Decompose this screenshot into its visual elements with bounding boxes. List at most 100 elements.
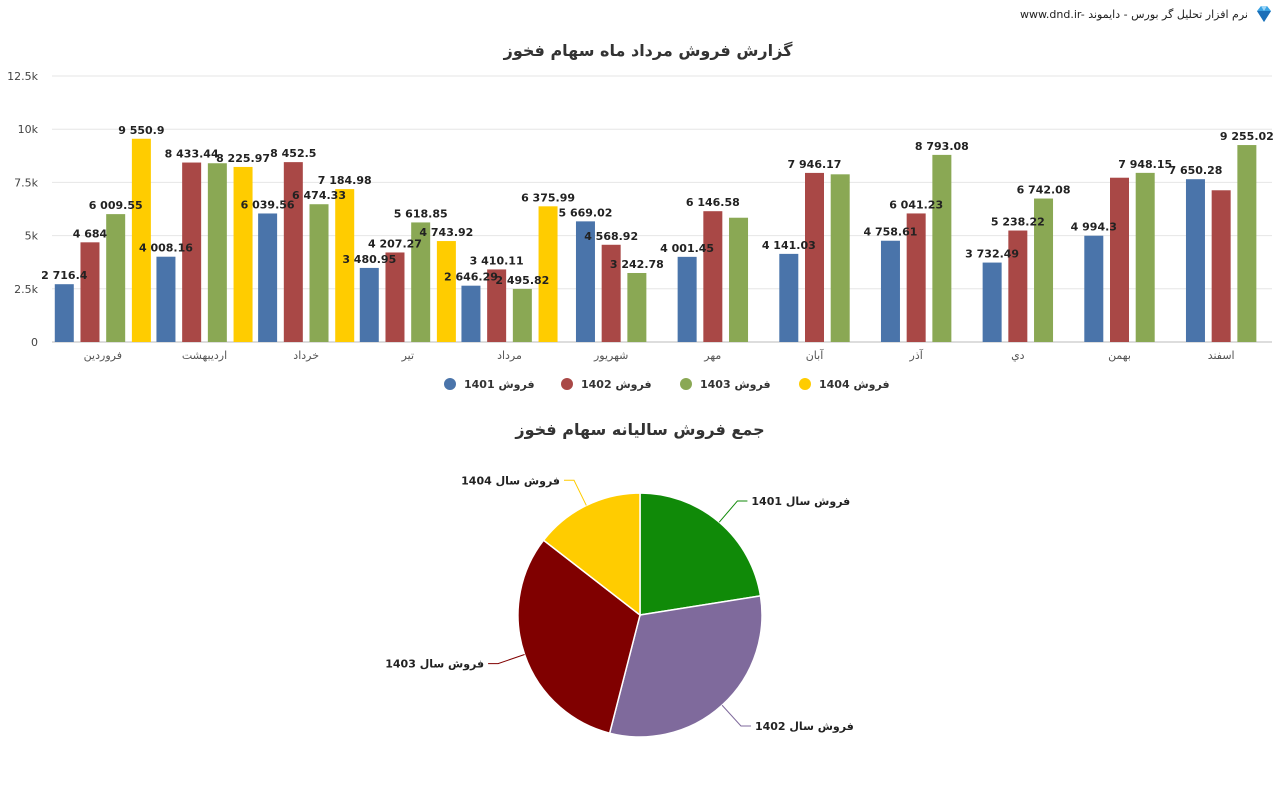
bar-data-label: 6 039.56	[241, 198, 295, 211]
bar-data-label: 6 041.23	[889, 198, 943, 211]
bar	[258, 213, 278, 342]
bar	[335, 189, 355, 342]
bar-data-label: 8 793.08	[915, 140, 969, 153]
bar	[627, 272, 647, 342]
pie-chart: جمع فروش سالیانه سهام فخوز فروش سال 1401…	[385, 420, 854, 738]
bar	[880, 240, 900, 342]
brand-header: www.dnd.ir- نرم افزار تحلیل گر بورس - دا…	[1020, 4, 1274, 24]
bar	[182, 162, 202, 342]
bar-data-label: 4 001.45	[660, 242, 714, 255]
legend-label: فروش 1401	[464, 378, 535, 391]
bar-data-label: 3 242.78	[610, 258, 664, 271]
bar-data-label: 6 742.08	[1017, 184, 1071, 197]
bar-data-label: 3 480.95	[342, 253, 396, 266]
legend-marker	[561, 378, 573, 390]
bar-data-label: 9 255.02	[1220, 130, 1274, 143]
bar-data-label: 4 758.61	[863, 226, 917, 239]
bar-data-label: 8 433.44	[165, 148, 219, 161]
bar	[54, 284, 74, 342]
bar-legend: فروش 1401 فروش 1402 فروش 1403 فروش 1404	[444, 378, 890, 391]
bar	[1034, 198, 1054, 342]
bar-chart: گزارش فروش مرداد ماه سهام فخوز 0 2.5k 5k 7.…	[7, 41, 1274, 391]
bar-data-label: 7 946.17	[788, 158, 842, 171]
pie-labels: فروش سال 1401 فروش سال 1402 فروش سال 1403 ف…	[385, 474, 854, 733]
bar	[106, 214, 126, 342]
bar-data-label: 2 646.29	[444, 271, 498, 284]
x-tick-label: مهر	[703, 349, 721, 362]
bar	[677, 256, 697, 342]
legend-marker	[799, 378, 811, 390]
legend-label: فروش 1403	[700, 378, 771, 391]
bar-data-label: 4 743.92	[419, 226, 473, 239]
x-tick-label: تیر	[401, 349, 414, 362]
bar-data-label: 5 238.22	[991, 216, 1045, 229]
bar-data-label: 3 732.49	[965, 248, 1019, 261]
bar-data-labels: 2 716.4 4 684 6 009.55 9 550.9 4 008.16 8 433…	[41, 124, 1274, 287]
y-tick-label: 0	[31, 336, 38, 349]
bar-data-label: 9 550.9	[118, 124, 164, 137]
bar	[805, 172, 824, 342]
bar-data-label: 5 669.02	[558, 206, 612, 219]
bar	[283, 162, 303, 342]
x-tick-label: اردیبهشت	[182, 349, 227, 362]
pie-slice	[639, 492, 762, 616]
x-tick-label: فروردین	[84, 349, 122, 362]
bar-y-axis: 0 2.5k 5k 7.5k 10k 12.5k	[7, 70, 38, 349]
bar-data-label: 8 225.97	[216, 152, 270, 165]
diamond-logo-icon	[1257, 6, 1271, 22]
bar	[1084, 235, 1104, 342]
bar	[461, 285, 481, 342]
pie-slices	[517, 492, 763, 738]
bar	[729, 217, 749, 342]
bar	[487, 269, 507, 342]
bar	[1185, 179, 1205, 342]
bar	[309, 204, 329, 342]
y-tick-label: 12.5k	[7, 70, 38, 83]
bar	[512, 288, 532, 342]
bar	[575, 221, 595, 342]
bar-data-label: 4 141.03	[762, 239, 816, 252]
x-tick-label: دي	[1011, 349, 1025, 362]
bar	[538, 206, 558, 342]
x-tick-label: خرداد	[293, 349, 319, 362]
legend-label: فروش 1404	[819, 378, 890, 391]
x-tick-label: شهریور	[593, 349, 628, 362]
bar	[779, 253, 799, 342]
x-tick-label: آبان	[806, 348, 824, 362]
bar-data-label: 6 474.33	[292, 189, 346, 202]
legend-label: فروش 1402	[581, 378, 652, 391]
bar	[932, 154, 952, 342]
bar-data-label: 7 948.15	[1118, 158, 1172, 171]
bar	[1135, 172, 1155, 342]
bar-data-label: 2 495.82	[495, 274, 549, 287]
bar-data-label: 5 618.85	[394, 207, 448, 220]
y-tick-label: 2.5k	[14, 283, 38, 296]
pie-leader-line	[721, 704, 751, 727]
y-tick-label: 5k	[25, 230, 39, 243]
x-tick-label: بهمن	[1108, 349, 1131, 362]
legend-marker	[680, 378, 692, 390]
bar	[411, 222, 431, 342]
x-tick-label: مرداد	[497, 349, 522, 362]
brand-text: www.dnd.ir- نرم افزار تحلیل گر بورس - دا…	[1019, 7, 1248, 21]
bar-data-label: 4 568.92	[584, 230, 638, 243]
pie-slice-label: فروش سال 1404	[461, 474, 560, 487]
bar-x-axis: فروردین اردیبهشت خرداد تیر مرداد شهریور مهر آبا…	[84, 348, 1235, 362]
bar	[80, 242, 100, 342]
bar-series-group	[54, 138, 1257, 342]
pie-slice-label: فروش سال 1402	[755, 720, 854, 733]
bar	[1211, 190, 1231, 342]
pie-slice-label: فروش سال 1403	[385, 658, 484, 671]
bar-data-label: 7 650.28	[1168, 164, 1222, 177]
bar-data-label: 4 684	[73, 227, 108, 240]
bar	[233, 166, 253, 342]
pie-slice	[542, 492, 641, 617]
bar-data-label: 8 452.5	[270, 147, 316, 160]
bar	[982, 262, 1002, 342]
pie-leader-line	[718, 500, 748, 523]
pie-leader-line	[488, 654, 525, 665]
bar	[207, 163, 227, 342]
bar	[830, 174, 850, 342]
bar	[436, 241, 456, 342]
bar-data-label: 3 410.11	[470, 254, 524, 267]
